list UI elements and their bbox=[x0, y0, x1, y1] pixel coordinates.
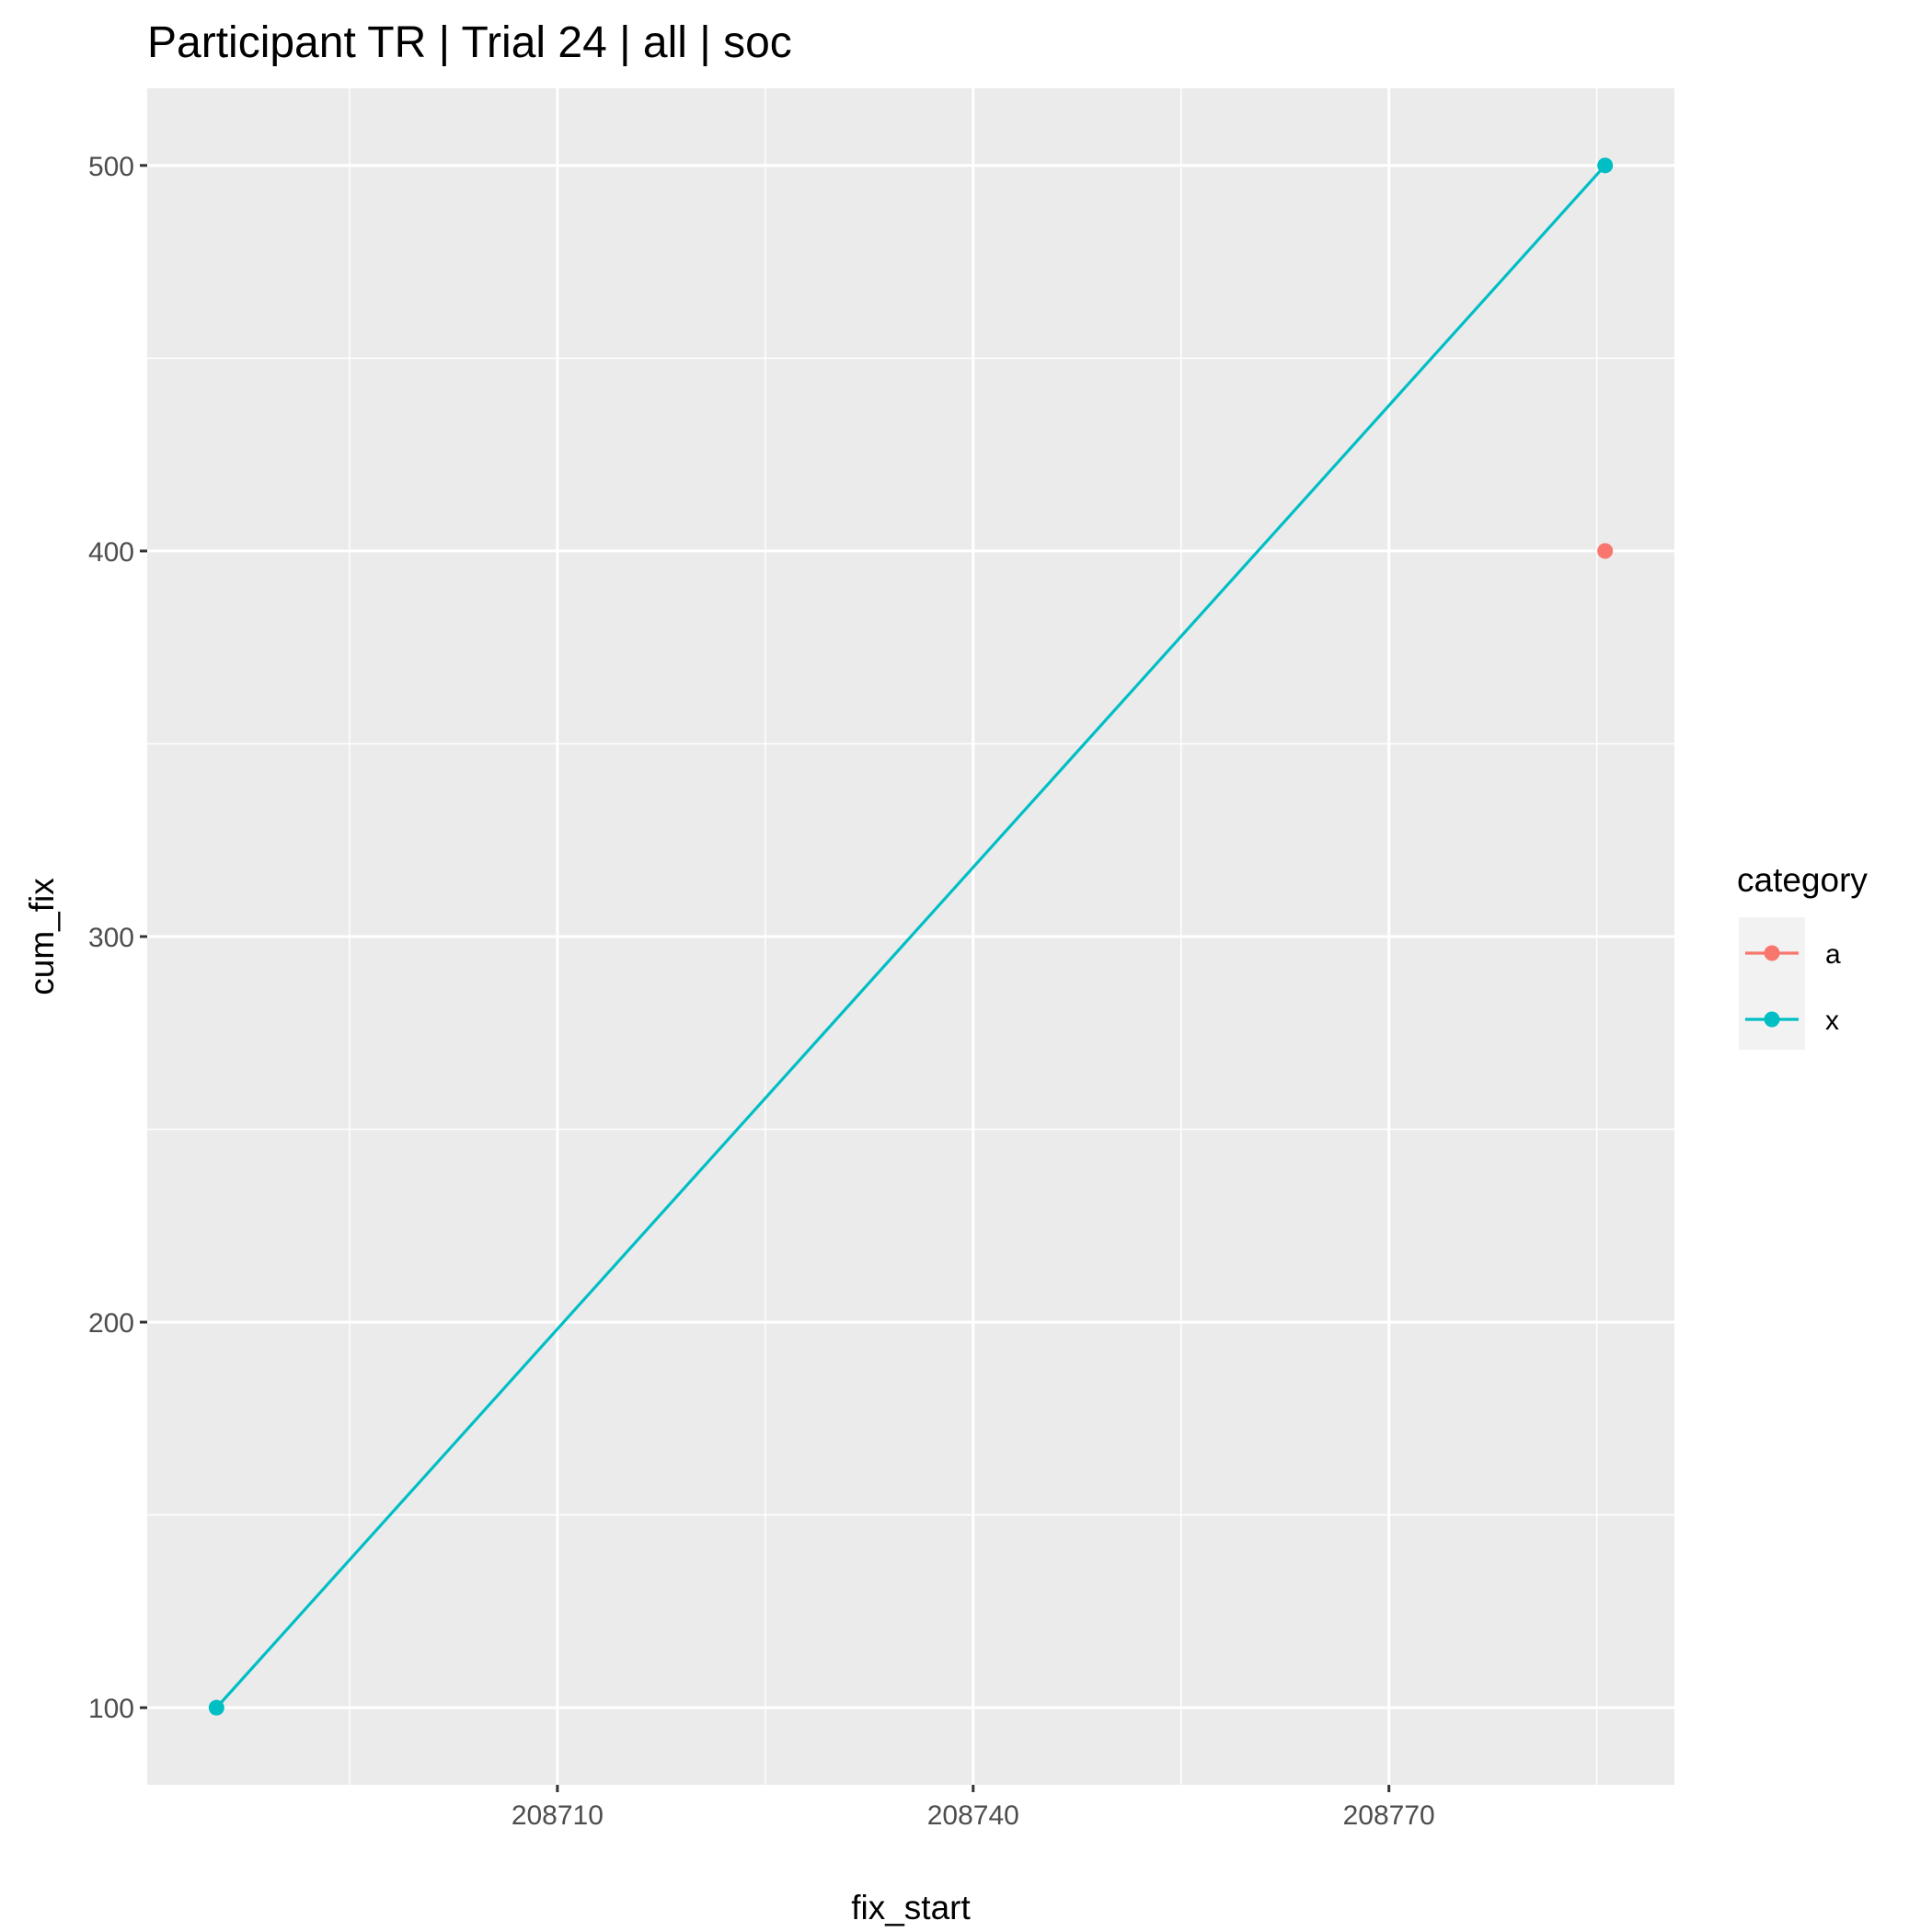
y-tick-label: 100 bbox=[88, 1694, 134, 1724]
legend-key-point-x bbox=[1764, 1011, 1780, 1028]
x-axis-title: fix_start bbox=[851, 1889, 971, 1926]
chart-title: Participant TR | Trial 24 | all | soc bbox=[147, 18, 792, 67]
legend-key-point-a bbox=[1764, 945, 1780, 961]
y-axis-title: cum_fix bbox=[23, 878, 61, 995]
series-layer bbox=[208, 157, 1614, 1716]
legend-label-a: a bbox=[1825, 939, 1841, 970]
x-tick-label: 208710 bbox=[512, 1800, 604, 1831]
series-line-x bbox=[215, 164, 1606, 1709]
legend-title: category bbox=[1737, 861, 1868, 899]
x-tick-label: 208770 bbox=[1343, 1800, 1435, 1831]
y-tick-label: 400 bbox=[88, 537, 134, 568]
legend: category ax bbox=[1737, 861, 1868, 1050]
y-tick-label: 200 bbox=[88, 1308, 134, 1339]
x-tick-label: 208740 bbox=[927, 1800, 1019, 1831]
y-tick-label: 300 bbox=[88, 923, 134, 953]
data-point-x bbox=[1597, 157, 1614, 174]
y-tick-label: 500 bbox=[88, 152, 134, 182]
data-point-a bbox=[1597, 543, 1614, 559]
data-point-x bbox=[208, 1699, 224, 1716]
legend-label-x: x bbox=[1825, 1006, 1839, 1036]
legend-items: ax bbox=[1745, 939, 1841, 1036]
axis-ticks bbox=[140, 164, 1391, 1792]
legend-key-background bbox=[1739, 917, 1805, 1050]
tick-labels: 208710 208740 208770 100 200 300 400 500 bbox=[88, 152, 1435, 1831]
